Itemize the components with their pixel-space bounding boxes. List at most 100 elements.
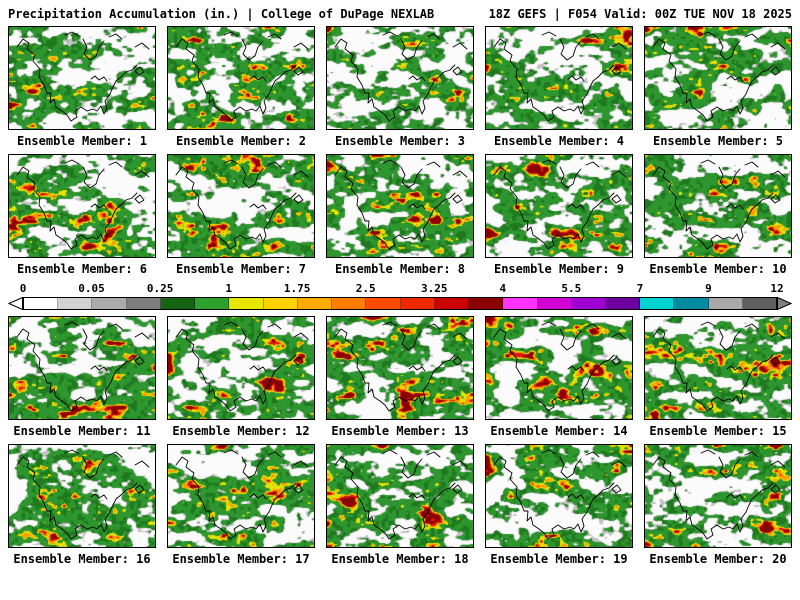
colorbar-tick-label: 12 [770,282,784,295]
header-bar: Precipitation Accumulation (in.) | Colle… [0,0,800,23]
precip-map [167,444,315,548]
ensemble-member-label: Ensemble Member: 10 [649,262,787,276]
ensemble-panel-5: Ensemble Member: 5 [644,26,792,151]
ensemble-member-label: Ensemble Member: 18 [331,552,469,566]
precip-map [485,316,633,420]
ensemble-member-label: Ensemble Member: 13 [331,424,469,438]
precip-map [485,154,633,258]
ensemble-member-label: Ensemble Member: 14 [490,424,628,438]
colorbar-segment [742,298,777,309]
colorbar-segment [58,298,93,309]
ensemble-panel-9: Ensemble Member: 9 [485,154,633,279]
precip-map-canvas [327,317,473,419]
ensemble-panel-8: Ensemble Member: 8 [326,154,474,279]
colorbar-segments [23,297,777,310]
precip-map-canvas [645,445,791,547]
precip-map-canvas [486,155,632,257]
ensemble-panel-17: Ensemble Member: 17 [167,444,315,569]
ensemble-member-label: Ensemble Member: 11 [13,424,151,438]
precip-map [326,26,474,130]
precip-map [8,444,156,548]
colorbar-tick-label: 4 [499,282,507,295]
precip-map [644,26,792,130]
precip-map-canvas [9,155,155,257]
precip-map [644,154,792,258]
precip-map-canvas [9,317,155,419]
precip-map-canvas [486,27,632,129]
ensemble-panel-13: Ensemble Member: 13 [326,316,474,441]
precip-map-canvas [327,27,473,129]
ensemble-member-label: Ensemble Member: 1 [16,134,148,148]
ensemble-panel-16: Ensemble Member: 16 [8,444,156,569]
colorbar-tick-label: 0.25 [146,282,174,295]
colorbar-segment [708,298,743,309]
colorbar-segment [366,298,401,309]
precip-map-canvas [645,27,791,129]
ensemble-member-label: Ensemble Member: 8 [334,262,466,276]
colorbar-segment [229,298,264,309]
precip-map [326,316,474,420]
precip-map [644,316,792,420]
colorbar-segment [640,298,675,309]
colorbar-segment [537,298,572,309]
colorbar-segment [605,298,641,309]
model-run-valid-time: 18Z GEFS | F054 Valid: 00Z TUE NOV 18 20… [488,7,792,21]
ensemble-panel-7: Ensemble Member: 7 [167,154,315,279]
ensemble-member-label: Ensemble Member: 7 [175,262,307,276]
colorbar-segment [195,298,230,309]
precip-map [485,444,633,548]
precip-colorbar: 0 0.05 0.25 1 1.75 2.5 3.25 4 5.5 7 9 12 [8,282,792,313]
precip-map-canvas [168,317,314,419]
colorbar-segment [503,298,538,309]
ensemble-panel-14: Ensemble Member: 14 [485,316,633,441]
ensemble-member-label: Ensemble Member: 3 [334,134,466,148]
ensemble-row-2: Ensemble Member: 6 Ensemble Member: 7 Ense… [0,154,800,279]
ensemble-member-label: Ensemble Member: 9 [493,262,625,276]
colorbar-segment [400,298,435,309]
ensemble-member-label: Ensemble Member: 4 [493,134,625,148]
ensemble-member-label: Ensemble Member: 5 [652,134,784,148]
colorbar-segment [434,298,470,309]
ensemble-panel-10: Ensemble Member: 10 [644,154,792,279]
colorbar-tick-labels: 0 0.05 0.25 1 1.75 2.5 3.25 4 5.5 7 9 12 [8,282,792,296]
precip-map-canvas [168,27,314,129]
precip-map-canvas [486,317,632,419]
ensemble-panel-1: Ensemble Member: 1 [8,26,156,151]
ensemble-member-label: Ensemble Member: 19 [490,552,628,566]
colorbar-segment [571,298,606,309]
precip-map [8,154,156,258]
colorbar-tick-label: 1 [225,282,232,295]
precip-map-canvas [168,445,314,547]
precip-map-canvas [9,27,155,129]
ensemble-panel-20: Ensemble Member: 20 [644,444,792,569]
precip-map [8,316,156,420]
ensemble-panel-2: Ensemble Member: 2 [167,26,315,151]
precip-map [326,444,474,548]
colorbar-segment [24,298,59,309]
ensemble-member-label: Ensemble Member: 2 [175,134,307,148]
product-title: Precipitation Accumulation (in.) | Colle… [8,7,435,21]
ensemble-panel-15: Ensemble Member: 15 [644,316,792,441]
precip-map [326,154,474,258]
colorbar-segment [92,298,127,309]
ensemble-row-1: Ensemble Member: 1 Ensemble Member: 2 Ense… [0,26,800,151]
ensemble-member-label: Ensemble Member: 20 [649,552,787,566]
ensemble-member-label: Ensemble Member: 12 [172,424,310,438]
ensemble-row-3: Ensemble Member: 11 Ensemble Member: 12 En… [0,316,800,441]
colorbar-left-arrow-icon [8,297,23,310]
colorbar-segment [674,298,709,309]
colorbar-tick-label: 7 [636,282,644,295]
ensemble-panel-12: Ensemble Member: 12 [167,316,315,441]
precip-map-canvas [645,317,791,419]
precip-map-canvas [327,155,473,257]
ensemble-member-label: Ensemble Member: 6 [16,262,148,276]
ensemble-panel-4: Ensemble Member: 4 [485,26,633,151]
colorbar-tick-label: 3.25 [421,282,448,295]
colorbar-right-arrow-icon [777,297,792,310]
colorbar-bar [8,297,792,310]
colorbar-tick-label: 9 [705,282,712,295]
precip-map [167,26,315,130]
colorbar-tick-label: 0.05 [78,282,105,295]
colorbar-segment [297,298,333,309]
colorbar-tick-label: 0 [19,282,27,295]
